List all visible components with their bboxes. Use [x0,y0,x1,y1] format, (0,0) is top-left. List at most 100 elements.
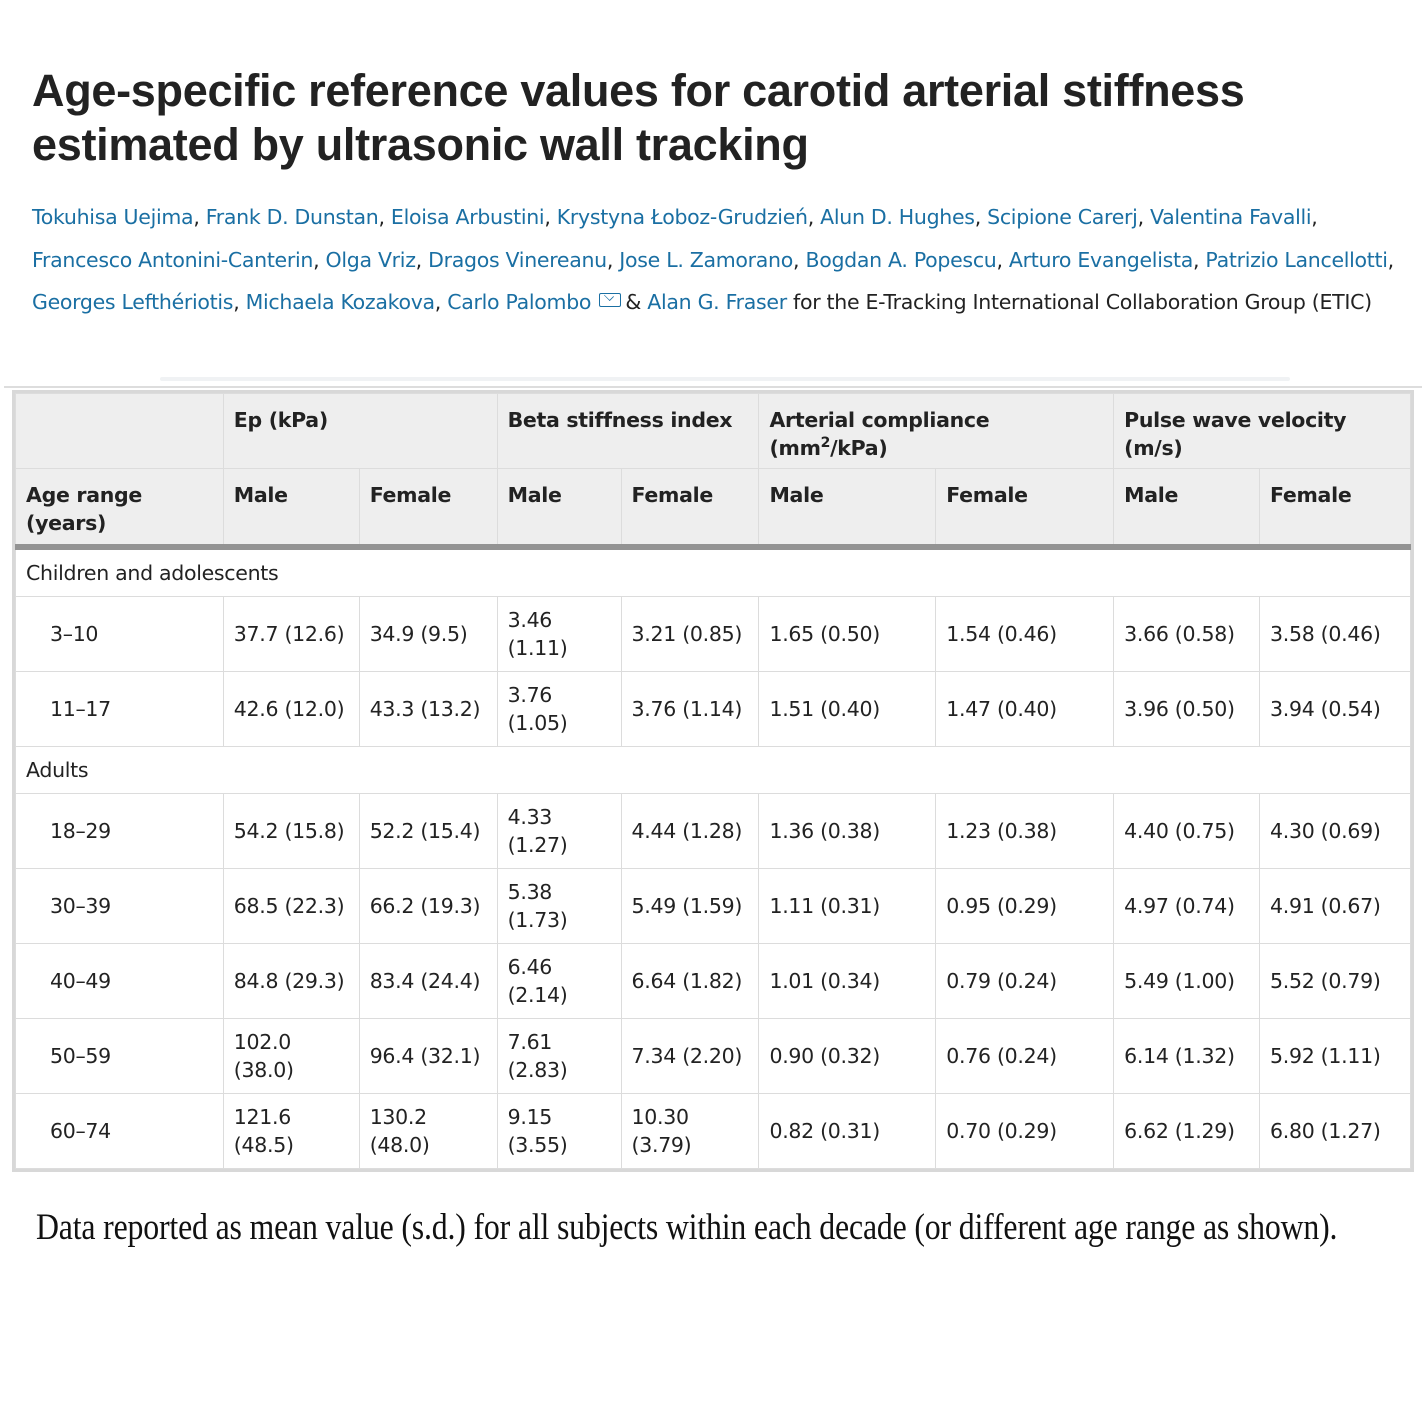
value-cell: 43.3 (13.2) [358,671,498,747]
value-cell: 0.79 (0.24) [935,943,1115,1019]
value-cell: 6.62 (1.29) [1113,1093,1261,1169]
age-range-cell: 40–49 [15,943,224,1019]
value-cell: 4.91 (0.67) [1259,868,1411,944]
value-cell: 5.52 (0.79) [1259,943,1411,1019]
value-cell: 6.80 (1.27) [1259,1093,1411,1169]
age-range-cell: 50–59 [15,1018,224,1094]
header-compliance: Arterial compliance (mm2/kPa) [758,393,1115,469]
author-link[interactable]: Dragos Vinereanu [428,247,607,272]
value-cell: 4.44 (1.28) [620,793,760,869]
header-beta: Beta stiffness index [496,393,760,469]
table-row: 50–59 102.0 (38.0) 96.4 (32.1) 7.61 (2.83) 7… [15,1018,1411,1094]
value-cell: 102.0 (38.0) [222,1018,360,1094]
value-cell: 10.30 (3.79) [620,1093,760,1169]
author-link[interactable]: Francesco Antonini-Canterin [32,247,314,272]
value-cell: 3.58 (0.46) [1259,596,1411,672]
age-range-cell: 3–10 [15,596,224,672]
value-cell: 96.4 (32.1) [358,1018,498,1094]
value-cell: 1.11 (0.31) [758,868,937,944]
value-cell: 84.8 (29.3) [222,943,360,1019]
author-link[interactable]: Georges Lefthériotis [32,290,234,314]
table-row: 11–17 42.6 (12.0) 43.3 (13.2) 3.76 (1.05) 3.… [15,671,1411,747]
header-sex: Male [222,468,360,550]
value-cell: 1.51 (0.40) [758,671,937,747]
table-footnote: Data reported as mean value (s.d.) for a… [36,1207,1338,1248]
author-link[interactable]: Scipione Carerj [987,205,1138,229]
value-cell: 6.64 (1.82) [620,943,760,1019]
value-cell: 1.47 (0.40) [935,671,1115,747]
value-cell: 5.49 (1.59) [620,868,760,944]
author-link[interactable]: Alan G. Fraser [647,290,787,314]
value-cell: 3.76 (1.14) [620,671,760,747]
value-cell: 52.2 (15.4) [358,793,498,869]
group-row: Children and adolescents [15,546,1411,597]
header-compliance-text: Arterial compliance (mm [769,408,990,460]
group-row: Adults [15,746,1411,794]
value-cell: 4.97 (0.74) [1113,868,1261,944]
value-cell: 9.15 (3.55) [496,1093,622,1169]
table-row: 30–39 68.5 (22.3) 66.2 (19.3) 5.38 (1.73) 5.… [15,868,1411,944]
value-cell: 34.9 (9.5) [358,596,498,672]
header-age-range: Age range (years) [15,468,224,550]
author-link[interactable]: Michaela Kozakova [245,290,435,314]
superscript: 2 [820,435,831,452]
author-link[interactable]: Alun D. Hughes [820,205,975,229]
value-cell: 1.23 (0.38) [935,793,1115,869]
table-row: 3–10 37.7 (12.6) 34.9 (9.5) 3.46 (1.11) 3.21… [15,596,1411,672]
header-sex: Male [758,468,937,550]
author-list: Tokuhisa Uejima, Frank D. Dunstan, Elois… [32,205,1394,314]
header-sex: Female [620,468,760,550]
header-ep: Ep (kPa) [222,393,498,469]
value-cell: 3.66 (0.58) [1113,596,1261,672]
value-cell: 3.96 (0.50) [1113,671,1261,747]
ampersand: & [625,290,642,314]
header-compliance-unit: /kPa) [830,436,888,460]
value-cell: 42.6 (12.0) [222,671,360,747]
author-link[interactable]: Carlo Palombo [447,290,592,314]
age-range-cell: 11–17 [15,671,224,747]
value-cell: 83.4 (24.4) [358,943,498,1019]
header-sex: Male [1113,468,1261,550]
author-link[interactable]: Valentina Favalli [1150,205,1312,229]
value-cell: 3.21 (0.85) [620,596,760,672]
header-sex: Male [496,468,622,550]
header-sex: Female [935,468,1115,550]
author-link[interactable]: Jose L. Zamorano [619,247,793,272]
value-cell: 4.33 (1.27) [496,793,622,869]
value-cell: 4.40 (0.75) [1113,793,1261,869]
author-link[interactable]: Bogdan A. Popescu [805,247,997,272]
author-link[interactable]: Patrizio Lancellotti [1205,247,1388,272]
value-cell: 5.38 (1.73) [496,868,622,944]
age-range-cell: 18–29 [15,793,224,869]
value-cell: 5.92 (1.11) [1259,1018,1411,1094]
value-cell: 6.46 (2.14) [496,943,622,1019]
value-cell: 68.5 (22.3) [222,868,360,944]
group-label: Adults [15,746,1411,794]
envelope-icon[interactable] [599,293,622,307]
header-sex: Female [1259,468,1411,550]
value-cell: 1.36 (0.38) [758,793,937,869]
value-cell: 0.95 (0.29) [935,868,1115,944]
value-cell: 3.46 (1.11) [496,596,622,672]
author-link[interactable]: Krystyna Łoboz-Grudzień [556,205,808,229]
divider-shadow [160,377,1290,381]
author-link[interactable]: Olga Vriz [325,247,416,272]
value-cell: 0.90 (0.32) [758,1018,937,1094]
header-blank [15,393,224,469]
value-cell: 6.14 (1.32) [1113,1018,1261,1094]
author-link[interactable]: Tokuhisa Uejima [32,205,194,229]
author-link[interactable]: Frank D. Dunstan [205,205,379,229]
value-cell: 3.94 (0.54) [1259,671,1411,747]
group-label: Children and adolescents [15,546,1411,597]
author-link[interactable]: Arturo Evangelista [1008,247,1193,272]
value-cell: 0.70 (0.29) [935,1093,1115,1169]
value-cell: 7.34 (2.20) [620,1018,760,1094]
value-cell: 1.01 (0.34) [758,943,937,1019]
value-cell: 3.76 (1.05) [496,671,622,747]
author-link[interactable]: Eloisa Arbustini [390,205,545,229]
value-cell: 5.49 (1.00) [1113,943,1261,1019]
value-cell: 66.2 (19.3) [358,868,498,944]
table-row: 60–74 121.6 (48.5) 130.2 (48.0) 9.15 (3.55)… [15,1093,1411,1169]
reference-values-table: Ep (kPa) Beta stiffness index Arterial c… [15,393,1411,1169]
author-group: for the E-Tracking International Collabo… [793,290,1372,314]
